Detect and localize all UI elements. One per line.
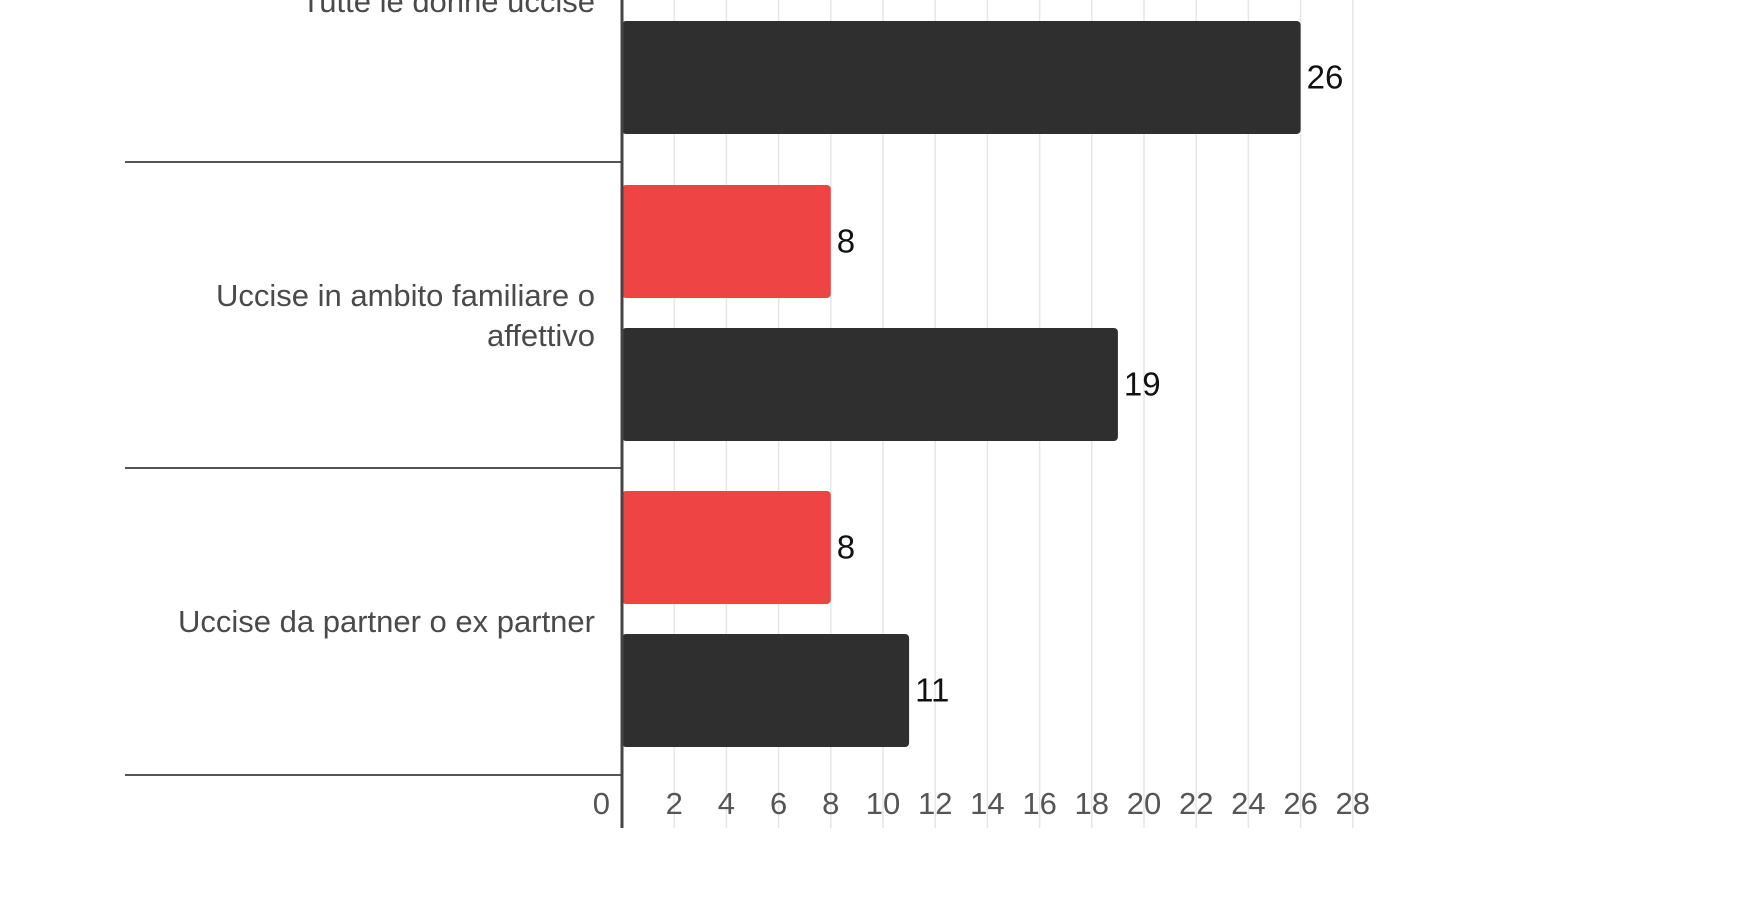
x-tick-label: 4 [718, 786, 735, 821]
data-label: 26 [1307, 59, 1344, 96]
x-axis-tick-labels: 0 2 4 6 8 10 12 14 16 18 20 22 24 26 28 [593, 786, 1370, 821]
data-labels: 26 8 19 8 11 [837, 59, 1344, 709]
x-tick-label: 24 [1231, 786, 1265, 821]
bars [622, 21, 1301, 747]
x-tick-label: 22 [1179, 786, 1213, 821]
x-tick-label: 14 [970, 786, 1004, 821]
category-label: Tutte le donne uccise [301, 0, 595, 19]
x-tick-label: 8 [822, 786, 839, 821]
x-tick-label: 26 [1283, 786, 1317, 821]
category-label: Uccise in ambito familiare o affettivo [216, 278, 595, 353]
x-tick-label: 20 [1127, 786, 1161, 821]
bar [622, 634, 910, 747]
bar [622, 21, 1301, 134]
x-tick-label: 16 [1022, 786, 1056, 821]
x-tick-label: 2 [666, 786, 683, 821]
data-label: 8 [837, 223, 855, 260]
x-tick-label: 18 [1075, 786, 1109, 821]
x-tick-label: 6 [770, 786, 787, 821]
x-tick-label: 28 [1336, 786, 1370, 821]
x-tick-label: 0 [593, 786, 610, 821]
bar [622, 185, 831, 298]
category-separators [125, 161, 622, 776]
x-tick-label: 10 [866, 786, 900, 821]
category-labels: Tutte le donne uccise Uccise in ambito fa… [178, 0, 595, 639]
data-label: 8 [837, 529, 855, 566]
bar [622, 328, 1118, 441]
bar [622, 491, 831, 604]
data-label: 19 [1124, 366, 1161, 403]
x-tick-label: 12 [918, 786, 952, 821]
data-label: 11 [915, 672, 949, 709]
category-label: Uccise da partner o ex partner [178, 604, 595, 639]
